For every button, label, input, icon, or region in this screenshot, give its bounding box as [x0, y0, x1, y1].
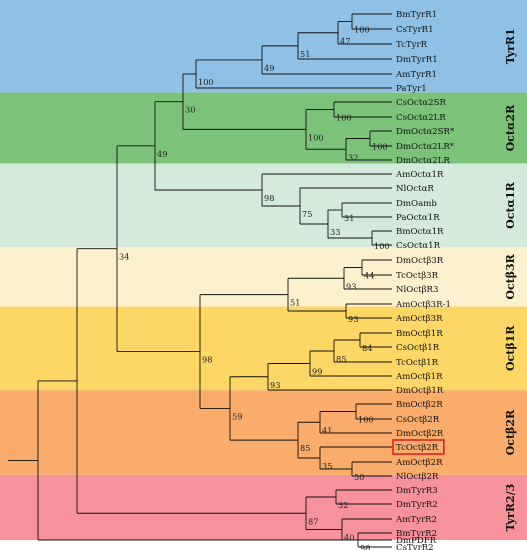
- taxon-label: TcTyrR: [396, 40, 428, 50]
- bootstrap-octb3_clade: 51: [290, 298, 300, 308]
- clade-label-octa2: Octα2R: [504, 104, 517, 151]
- taxon-label: TcOctβ3R: [396, 271, 439, 281]
- bootstrap-nl_octa: 75: [302, 209, 312, 219]
- clade-band-octa2: [0, 92, 527, 164]
- taxon-label: DmOctα2SR*: [396, 127, 455, 137]
- tree-branches: [8, 13, 392, 548]
- bootstrap-am_octb1: 99: [312, 367, 322, 377]
- clade-label-tyr1: TyrR1: [504, 28, 517, 64]
- clade-band-tyr23: [0, 475, 527, 540]
- bootstrap-bm_cs_tyr2: 98: [360, 543, 370, 550]
- taxon-label: DmOamb: [396, 199, 437, 209]
- taxon-label: DmOctβ2R: [396, 429, 444, 439]
- taxon-label: CsOctα1R: [396, 241, 441, 251]
- bootstrap-tc_octb1: 85: [336, 354, 346, 364]
- bootstrap-octb_all: 98: [202, 355, 212, 365]
- taxon-label: TcOctβ2R: [396, 443, 439, 453]
- taxon-label: BmTyrR1: [396, 10, 437, 20]
- clade-band-octb3: [0, 247, 527, 307]
- clade-label-octb2: Octβ2R: [504, 409, 517, 455]
- bootstrap-tyr23_clade: 87: [308, 516, 318, 526]
- taxon-label: AmTyrR2: [395, 515, 437, 525]
- taxon-label: CsOctα2LR: [396, 113, 446, 123]
- taxon-labels: BmTyrR1 CsTyrR1 TcTyrR DmTyrR1 AmTyrR1 PaTyr1…: [392, 10, 455, 550]
- taxon-label: NlOctαR: [396, 184, 434, 194]
- clade-labels: TyrR1 Octα2R Octα1R Octβ3R Octβ1R Octβ2R TyrR2…: [504, 28, 517, 531]
- taxon-label: DmOctβ3R: [396, 256, 444, 266]
- bootstrap-bm_cs_octa1: 100: [374, 241, 390, 251]
- taxon-label: BmOctβ2R: [396, 400, 443, 410]
- bootstrap-tc_octb2: 35: [322, 461, 332, 471]
- bootstrap-am_octb3: 93: [348, 314, 358, 324]
- taxon-label: CsTyrR2: [396, 543, 434, 550]
- bootstrap-cs_octa2: 100: [336, 113, 352, 123]
- taxon-label: CsTyrR1: [396, 25, 434, 35]
- taxon-label: DmOctα2LR: [396, 156, 450, 166]
- bootstrap-labels: 100 47 51 49 100 100 100 32 100 30 31 100 33 75 98 49 44…: [119, 25, 390, 550]
- bootstrap-tyr1_octa2: 30: [185, 105, 195, 115]
- bootstrap-dm_octa2_all: 32: [348, 152, 358, 162]
- bootstrap-dm_octa2_pair: 100: [372, 142, 388, 152]
- taxon-label: AmOctβ3R-1: [395, 300, 451, 310]
- taxon-label: DmOctβ1R: [396, 386, 444, 396]
- bootstrap-bm_cs_tyr1: 100: [354, 25, 370, 35]
- taxon-label: NlOctβR3: [396, 285, 439, 295]
- taxon-label: CsOctα2SR: [396, 98, 446, 108]
- taxon-label: DmTyrR3: [396, 486, 438, 496]
- bootstrap-octa2_clade: 100: [308, 132, 324, 142]
- taxon-label: DmTyrR2: [396, 500, 438, 510]
- bootstrap-dm_tyr23: 32: [338, 500, 348, 510]
- taxon-label: PaTyr1: [396, 84, 427, 94]
- taxon-label: BmOctβ1R: [396, 329, 443, 339]
- taxon-label: AmOctβ3R: [395, 314, 443, 324]
- taxon-label: AmOctα1R: [395, 170, 444, 180]
- bootstrap-pa_tyr1: 100: [198, 77, 214, 87]
- bootstrap-am_tyr2: 40: [344, 533, 354, 543]
- bootstrap-dm_oamb: 33: [330, 227, 340, 237]
- clade-label-octb1: Octβ1R: [504, 325, 517, 371]
- bootstrap-octb1_octb2: 59: [232, 411, 242, 421]
- bootstrap-ingroup: 34: [119, 252, 129, 262]
- bootstrap-dm_tyr1: 51: [300, 49, 310, 59]
- highlight-box: [392, 439, 445, 455]
- clade-band-octb1: [0, 306, 527, 391]
- clade-label-octa1: Octα1R: [504, 181, 517, 228]
- taxon-label: AmTyrR1: [395, 70, 437, 80]
- bootstrap-tc_tyr: 47: [340, 36, 350, 46]
- bootstrap-am_nl_octb2: 50: [354, 472, 364, 482]
- taxon-label: DmOctα2LR*: [396, 142, 455, 152]
- taxon-label: CsOctβ2R: [396, 415, 440, 425]
- taxon-label: TcOctβ1R: [396, 358, 439, 368]
- bootstrap-octa_all: 49: [157, 149, 167, 159]
- taxon-label: DmPDFR: [396, 536, 437, 546]
- bootstrap-octa1_clade: 98: [264, 193, 274, 203]
- bootstrap-bm_cs_octb2: 100: [358, 415, 374, 425]
- bootstrap-octb2_clade: 85: [300, 443, 310, 453]
- bootstrap-dm_tc_octb3: 44: [364, 271, 374, 281]
- clade-band-octa1: [0, 163, 527, 248]
- taxon-label: AmOctβ1R: [395, 372, 443, 382]
- bootstrap-dm_octb2: 41: [322, 425, 332, 435]
- taxon-label: DmTyrR1: [396, 55, 438, 65]
- taxon-label: AmOctβ2R: [395, 458, 443, 468]
- bootstrap-dm_octb1: 93: [270, 380, 280, 390]
- taxon-label: NlOctβ2R: [396, 472, 439, 482]
- bootstrap-am_tyr1: 49: [264, 63, 274, 73]
- taxon-label: BmTyrR2: [396, 529, 437, 539]
- bootstrap-nl_octb3: 93: [346, 281, 356, 291]
- clade-band-octb2: [0, 390, 527, 475]
- clade-label-tyr23: TyrR2/3: [504, 484, 517, 532]
- clade-label-octb3: Octβ3R: [504, 253, 517, 299]
- taxon-label: CsOctβ1R: [396, 343, 440, 353]
- taxon-label: BmOctα1R: [396, 227, 444, 237]
- bootstrap-pa_octa1: 31: [344, 213, 354, 223]
- bootstrap-bm_cs_octb1: 84: [362, 343, 372, 353]
- taxon-label: PaOctα1R: [396, 213, 440, 223]
